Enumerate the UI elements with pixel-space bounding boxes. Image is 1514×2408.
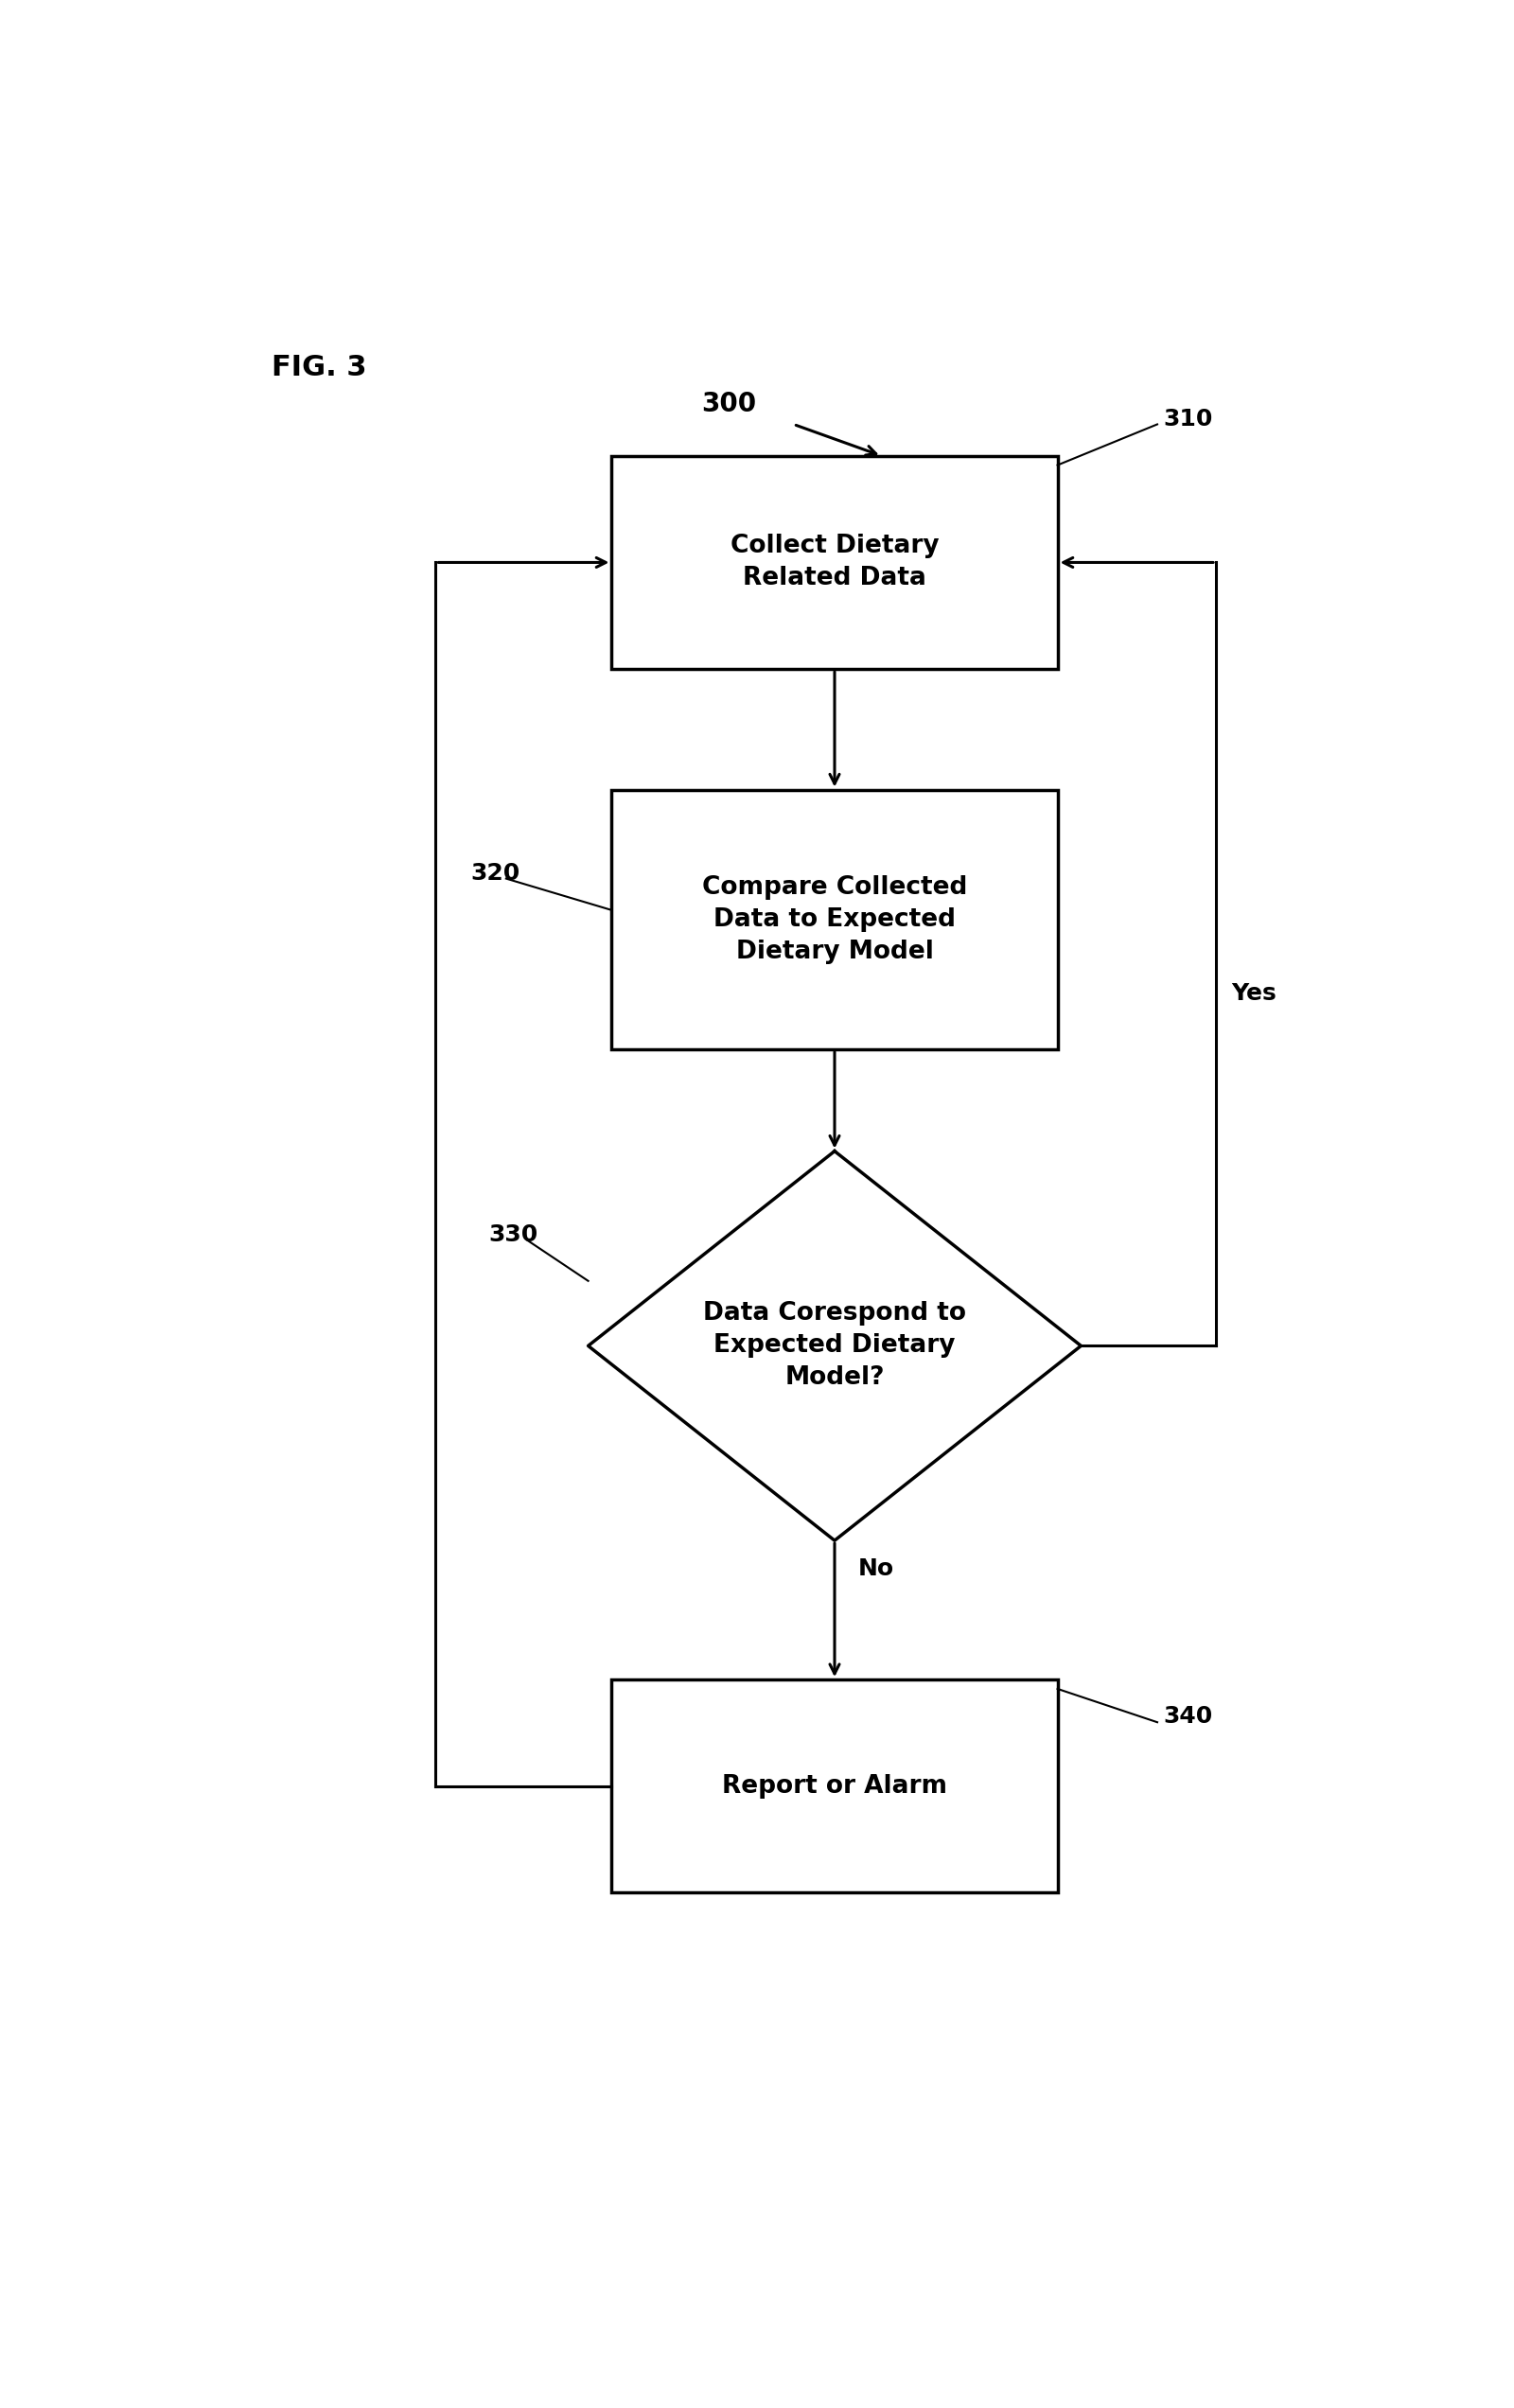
- FancyBboxPatch shape: [612, 1681, 1057, 1893]
- Text: 300: 300: [701, 390, 757, 417]
- Text: Yes: Yes: [1231, 982, 1276, 1004]
- FancyBboxPatch shape: [612, 790, 1057, 1050]
- Text: FIG. 3: FIG. 3: [271, 354, 366, 380]
- Text: Collect Dietary
Related Data: Collect Dietary Related Data: [730, 535, 939, 590]
- Text: 340: 340: [1163, 1705, 1213, 1729]
- Text: 320: 320: [471, 862, 521, 884]
- FancyBboxPatch shape: [612, 455, 1057, 669]
- Text: Report or Alarm: Report or Alarm: [722, 1775, 948, 1799]
- Text: No: No: [858, 1558, 895, 1580]
- Text: Data Corespond to
Expected Dietary
Model?: Data Corespond to Expected Dietary Model…: [702, 1300, 966, 1389]
- Text: 310: 310: [1163, 407, 1213, 431]
- Text: 330: 330: [489, 1223, 537, 1245]
- Text: Compare Collected
Data to Expected
Dietary Model: Compare Collected Data to Expected Dieta…: [702, 874, 967, 963]
